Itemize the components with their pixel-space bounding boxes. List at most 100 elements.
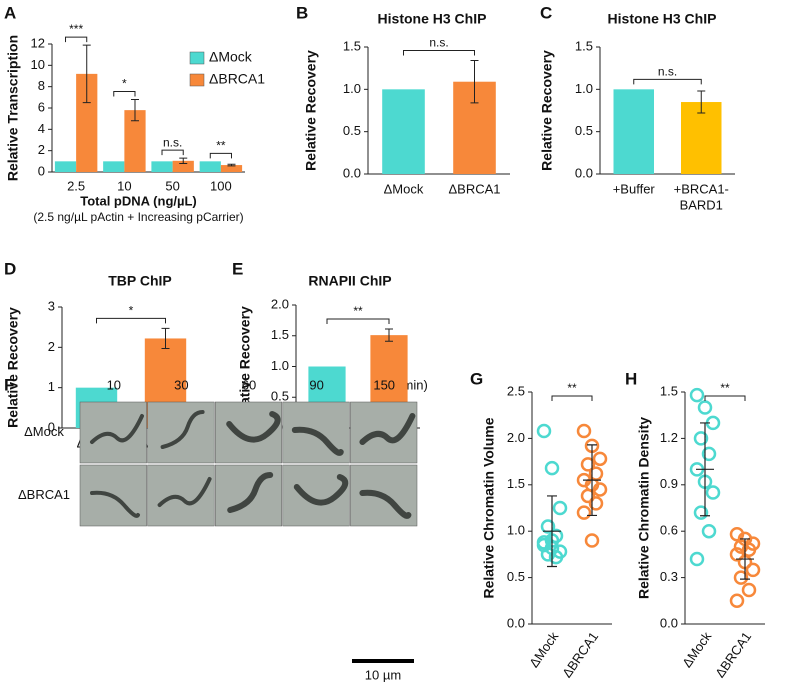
- mean-sd: [736, 538, 754, 580]
- y-tick-label: 1.0: [575, 81, 593, 96]
- data-point: [693, 431, 709, 446]
- significance-bracket: [551, 395, 593, 401]
- panel-label: G: [470, 369, 483, 388]
- micrograph-chromatin: [227, 472, 274, 513]
- chart-title: RNAPII ChIP: [308, 273, 391, 289]
- y-axis-title: Relative Recovery: [539, 50, 555, 171]
- bar: [613, 89, 654, 174]
- x-tick-label: +Buffer: [613, 181, 656, 196]
- micrograph-chromatin: [359, 413, 416, 445]
- y-tick-label: 0.0: [507, 615, 525, 630]
- x-tick-label: +BRCA1-: [674, 181, 729, 196]
- significance-bracket: [65, 36, 88, 43]
- panel-label: C: [540, 3, 552, 22]
- y-tick-label: 0: [38, 163, 45, 178]
- y-tick-label: 8: [38, 78, 45, 93]
- y-tick-label: 10: [31, 57, 45, 72]
- data-point: [741, 582, 757, 598]
- y-axis-title: Relative Transcription: [5, 35, 21, 181]
- y-tick-label: 0.0: [660, 615, 678, 630]
- error-bar: [697, 90, 706, 114]
- data-point: [697, 400, 713, 415]
- significance-label: **: [216, 139, 226, 153]
- panel-label: H: [625, 369, 637, 388]
- data-point: [729, 593, 745, 609]
- error-bar: [130, 98, 139, 122]
- error-bar: [385, 328, 393, 342]
- error-bar: [179, 157, 188, 164]
- data-point: [576, 423, 592, 439]
- y-tick-label: 0: [48, 419, 55, 434]
- x-tick-label: ΔBRCA1: [448, 181, 500, 196]
- data-point: [693, 505, 709, 520]
- y-axis-title: Relative Chromatin Density: [636, 417, 652, 599]
- mean-sd: [583, 444, 601, 517]
- bar: [54, 161, 77, 172]
- y-tick-label: 0.5: [271, 389, 289, 404]
- x-tick-label: ΔBRCA1: [559, 629, 601, 680]
- significance-label: **: [567, 381, 577, 395]
- time-label: 150: [373, 377, 395, 392]
- legend-label: ΔMock: [209, 49, 253, 65]
- legend-label: ΔBRCA1: [209, 71, 265, 87]
- bar: [124, 110, 146, 172]
- significance-bracket: [704, 395, 746, 401]
- data-point: [689, 551, 705, 567]
- micrograph: [79, 401, 147, 464]
- y-tick-label: 0.5: [575, 123, 593, 138]
- row-label: ΔMock: [24, 424, 64, 439]
- data-point: [705, 485, 721, 500]
- error-bar: [161, 327, 170, 350]
- significance-label: **: [720, 381, 730, 395]
- significance-label: *: [129, 304, 134, 318]
- x-tick-label: 10: [117, 178, 131, 193]
- significance-bracket: [209, 152, 232, 159]
- data-point: [536, 423, 552, 439]
- y-tick-label: 1.5: [575, 38, 593, 53]
- scale-bar-label: 10 µm: [365, 667, 401, 682]
- data-point: [729, 547, 745, 562]
- chart-title: Histone H3 ChIP: [378, 11, 487, 27]
- data-point: [741, 542, 757, 558]
- y-tick-label: 2.0: [271, 296, 289, 311]
- data-point: [733, 539, 749, 554]
- bar: [103, 161, 125, 172]
- y-tick-label: 0.5: [343, 123, 361, 138]
- legend-swatch: [189, 51, 205, 65]
- y-axis-title: Relative Recovery: [5, 307, 21, 428]
- micrograph-chromatin: [291, 426, 344, 456]
- significance-label: ***: [69, 22, 83, 36]
- significance-label: n.s.: [658, 65, 677, 79]
- data-point: [548, 549, 564, 565]
- x-tick-label: ΔMock: [384, 181, 424, 196]
- significance-bracket: [96, 317, 166, 324]
- significance-label: n.s.: [429, 36, 448, 50]
- significance-bracket: [403, 50, 475, 56]
- bar: [382, 89, 425, 174]
- mean-sd: [696, 422, 714, 517]
- y-tick-label: 0.6: [660, 523, 678, 538]
- subtitle: (2.5 ng/µL pActin + Increasing pCarrier): [33, 210, 243, 224]
- significance-bracket: [113, 90, 136, 97]
- y-tick-label: 1.5: [271, 327, 289, 342]
- x-tick-label: 2.5: [67, 178, 85, 193]
- x-tick-label: ΔMock: [526, 629, 561, 671]
- panel-label: E: [232, 259, 243, 278]
- chart-title: TBP ChIP: [108, 273, 172, 289]
- y-axis-title: Relative Chromatin Volume: [481, 417, 497, 598]
- time-label: 10: [107, 377, 121, 392]
- data-point: [733, 570, 749, 585]
- micrograph-chromatin: [359, 489, 412, 519]
- data-point: [540, 519, 556, 534]
- data-point: [544, 460, 560, 476]
- bar: [172, 160, 194, 172]
- time-label: 30: [174, 377, 188, 392]
- data-point: [592, 451, 608, 467]
- data-point: [552, 500, 568, 516]
- data-point: [701, 523, 717, 539]
- x-tick-label: 100: [210, 178, 232, 193]
- y-tick-label: 0.0: [575, 165, 593, 180]
- x-tick-label: ΔBRCA1: [712, 629, 754, 680]
- y-tick-label: 2.0: [507, 430, 525, 445]
- bar: [199, 161, 221, 172]
